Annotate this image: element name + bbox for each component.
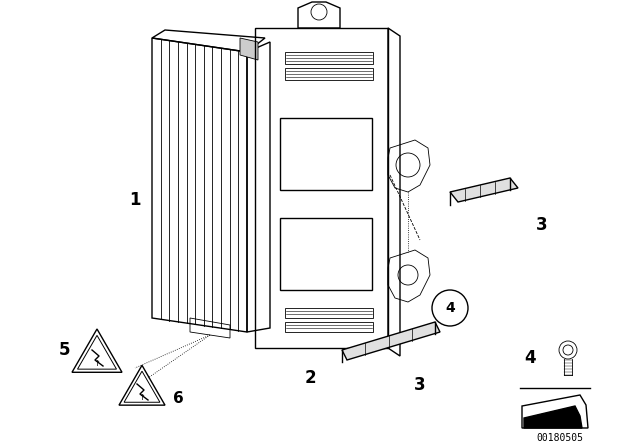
Polygon shape [450, 178, 518, 202]
Polygon shape [342, 322, 440, 360]
Bar [285, 308, 373, 318]
Text: 5: 5 [60, 341, 71, 359]
Bar [285, 322, 373, 332]
Text: 3: 3 [414, 376, 426, 394]
Polygon shape [240, 38, 258, 60]
Text: ↑: ↑ [93, 358, 100, 367]
Bar [280, 118, 372, 190]
Text: 4: 4 [445, 301, 455, 315]
Bar [285, 68, 373, 80]
Text: 1: 1 [129, 191, 141, 209]
Text: ↑: ↑ [138, 392, 145, 401]
Bar [280, 218, 372, 290]
Text: 3: 3 [536, 216, 548, 234]
Polygon shape [524, 406, 582, 428]
Text: 00180505: 00180505 [536, 433, 584, 443]
Text: 2: 2 [304, 369, 316, 387]
Text: 4: 4 [524, 349, 536, 367]
Text: 6: 6 [173, 391, 184, 405]
Bar [285, 52, 373, 64]
